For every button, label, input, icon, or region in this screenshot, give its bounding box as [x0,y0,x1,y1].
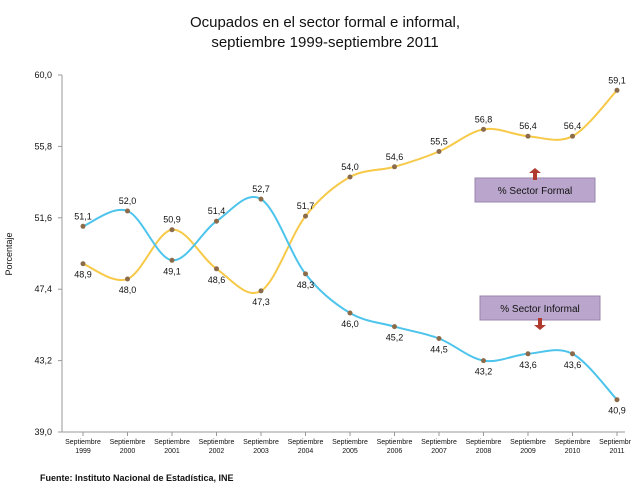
x-tick-label: Septiembre 2010 [555,439,591,455]
x-tick-label: Septiembre 2006 [377,439,413,455]
point [214,218,219,224]
point [303,271,308,277]
data-label: 43,6 [519,360,537,370]
data-label: 43,2 [475,367,493,377]
legend-label: % Sector Formal [498,186,572,197]
point [258,288,264,294]
y-tick-label: 39,0 [34,427,52,437]
point [80,223,86,229]
point [614,397,620,403]
data-label: 48,0 [119,285,137,295]
x-tick-label: Septiembre 1999 [65,439,101,455]
point [570,351,575,357]
point [258,196,264,202]
y-tick-label: 60,0 [34,70,52,80]
y-axis-label: Porcentaje [4,232,14,275]
point [436,149,442,154]
point [481,126,486,132]
data-label: 56,4 [519,121,537,131]
x-tick-label: Septiembre 2003 [243,439,279,455]
point [347,174,353,180]
data-label: 54,6 [386,152,404,162]
point [347,310,353,316]
data-label: 56,4 [564,121,582,131]
data-label: 48,3 [297,280,315,290]
legend-label: % Sector Informal [500,304,579,315]
x-tick-label: Septiembre 2004 [288,439,324,455]
data-label: 55,5 [430,137,448,147]
data-label: 46,0 [341,319,359,329]
point [169,227,175,233]
data-label: 50,9 [163,215,181,225]
y-tick-label: 47,4 [34,284,52,294]
point [392,164,397,170]
legend-arrow [529,168,541,180]
data-label: 43,6 [564,360,582,370]
data-label: 54,0 [341,162,359,172]
chart-title: Ocupados en el sector formal e informal, [190,14,460,31]
data-label: 40,9 [608,406,626,416]
data-label: 52,7 [252,184,270,194]
data-label: 47,3 [252,297,270,307]
data-label: 49,1 [163,266,181,276]
point [392,324,397,330]
point [80,261,86,267]
point [169,257,175,263]
source: Fuente: Instituto Nacional de Estadístic… [40,473,234,483]
data-label: 59,1 [608,75,626,85]
data-label: 48,6 [208,275,226,285]
y-tick-label: 55,8 [34,141,52,151]
point [125,276,130,282]
data-label: 52,0 [119,196,137,206]
x-tick-label: Septiembre 2000 [110,439,146,455]
data-label: 44,5 [430,345,448,355]
point [525,133,531,139]
point [436,336,442,341]
point [481,358,486,364]
data-label: 51,1 [74,211,92,221]
point [214,266,219,272]
data-label: 51,4 [208,206,226,216]
x-tick-label: Septiembre 2005 [332,439,368,455]
point [525,351,531,357]
x-tick-label: Septiembre 2009 [510,439,546,455]
data-label: 56,8 [475,114,493,124]
x-tick-label: Septiembre 2008 [466,439,502,455]
legend-arrow [534,318,546,330]
point [125,208,130,214]
data-label: 48,9 [74,270,92,280]
point [614,87,620,93]
data-label: 51,7 [297,201,315,211]
data-label: 45,2 [386,333,404,343]
x-tick-label: Septiembre2011 [599,439,631,455]
chart-subtitle: septiembre 1999-septiembre 2011 [211,34,438,51]
y-tick-label: 43,2 [34,356,52,366]
legend-box [479,295,601,321]
x-tick-label: Septiembre 2002 [199,439,235,455]
y-tick-label: 51,6 [34,213,52,223]
x-tick-label: Septiembre 2001 [154,439,190,455]
point [303,213,308,219]
point [570,133,575,139]
legend-box [474,177,596,203]
x-tick-label: Septiembre 2007 [421,439,457,455]
